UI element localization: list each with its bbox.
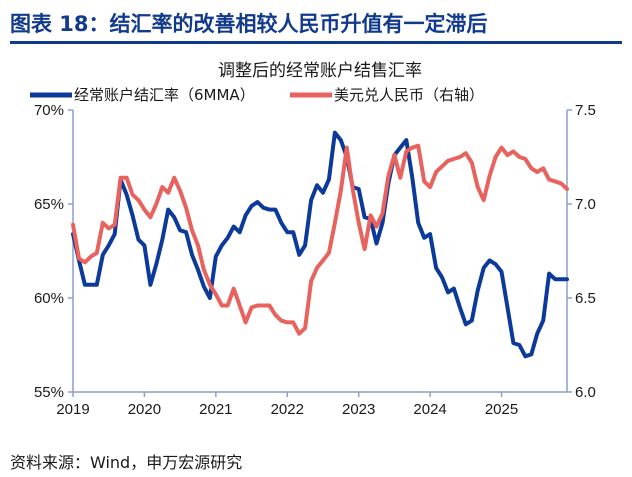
left-tick-label: 60%: [34, 290, 64, 307]
x-tick-label: 2024: [413, 401, 446, 418]
left-tick-label: 55%: [34, 384, 64, 401]
x-tick-label: 2025: [485, 401, 518, 418]
left-tick-label: 70%: [34, 102, 64, 119]
header-underline: [10, 41, 622, 44]
series-lines: [71, 130, 569, 359]
x-tick-label: 2019: [56, 401, 89, 418]
x-tick-label: 2022: [271, 401, 304, 418]
figure-header-title: 图表 18：结汇率的改善相较人民币升值有一定滞后: [10, 12, 488, 36]
legend-label-usdcny: 美元兑人民币（右轴）: [334, 86, 484, 104]
x-tick-label: 2021: [199, 401, 232, 418]
right-tick-label: 6.0: [575, 384, 596, 401]
right-tick-label: 6.5: [575, 290, 596, 307]
right-tick-label: 7.0: [575, 196, 596, 213]
series-line-settlement-ratio: [71, 130, 569, 359]
axes: 55% 60% 65% 70% 6.0 6.5 7.0 7.5 2019 2020 2021 2022…: [34, 102, 596, 418]
series-line-usdcny: [71, 143, 569, 336]
x-tick-label: 2023: [342, 401, 375, 418]
right-tick-label: 7.5: [575, 102, 596, 119]
source-note: 资料来源：Wind，申万宏源研究: [10, 453, 242, 472]
left-tick-label: 65%: [34, 196, 64, 213]
legend-label-settlement-ratio: 经常账户结汇率（6MMA）: [74, 86, 255, 104]
chart-title: 调整后的经常账户结售汇率: [218, 61, 422, 81]
x-tick-label: 2020: [128, 401, 161, 418]
legend: 经常账户结汇率（6MMA） 美元兑人民币（右轴）: [30, 86, 484, 104]
